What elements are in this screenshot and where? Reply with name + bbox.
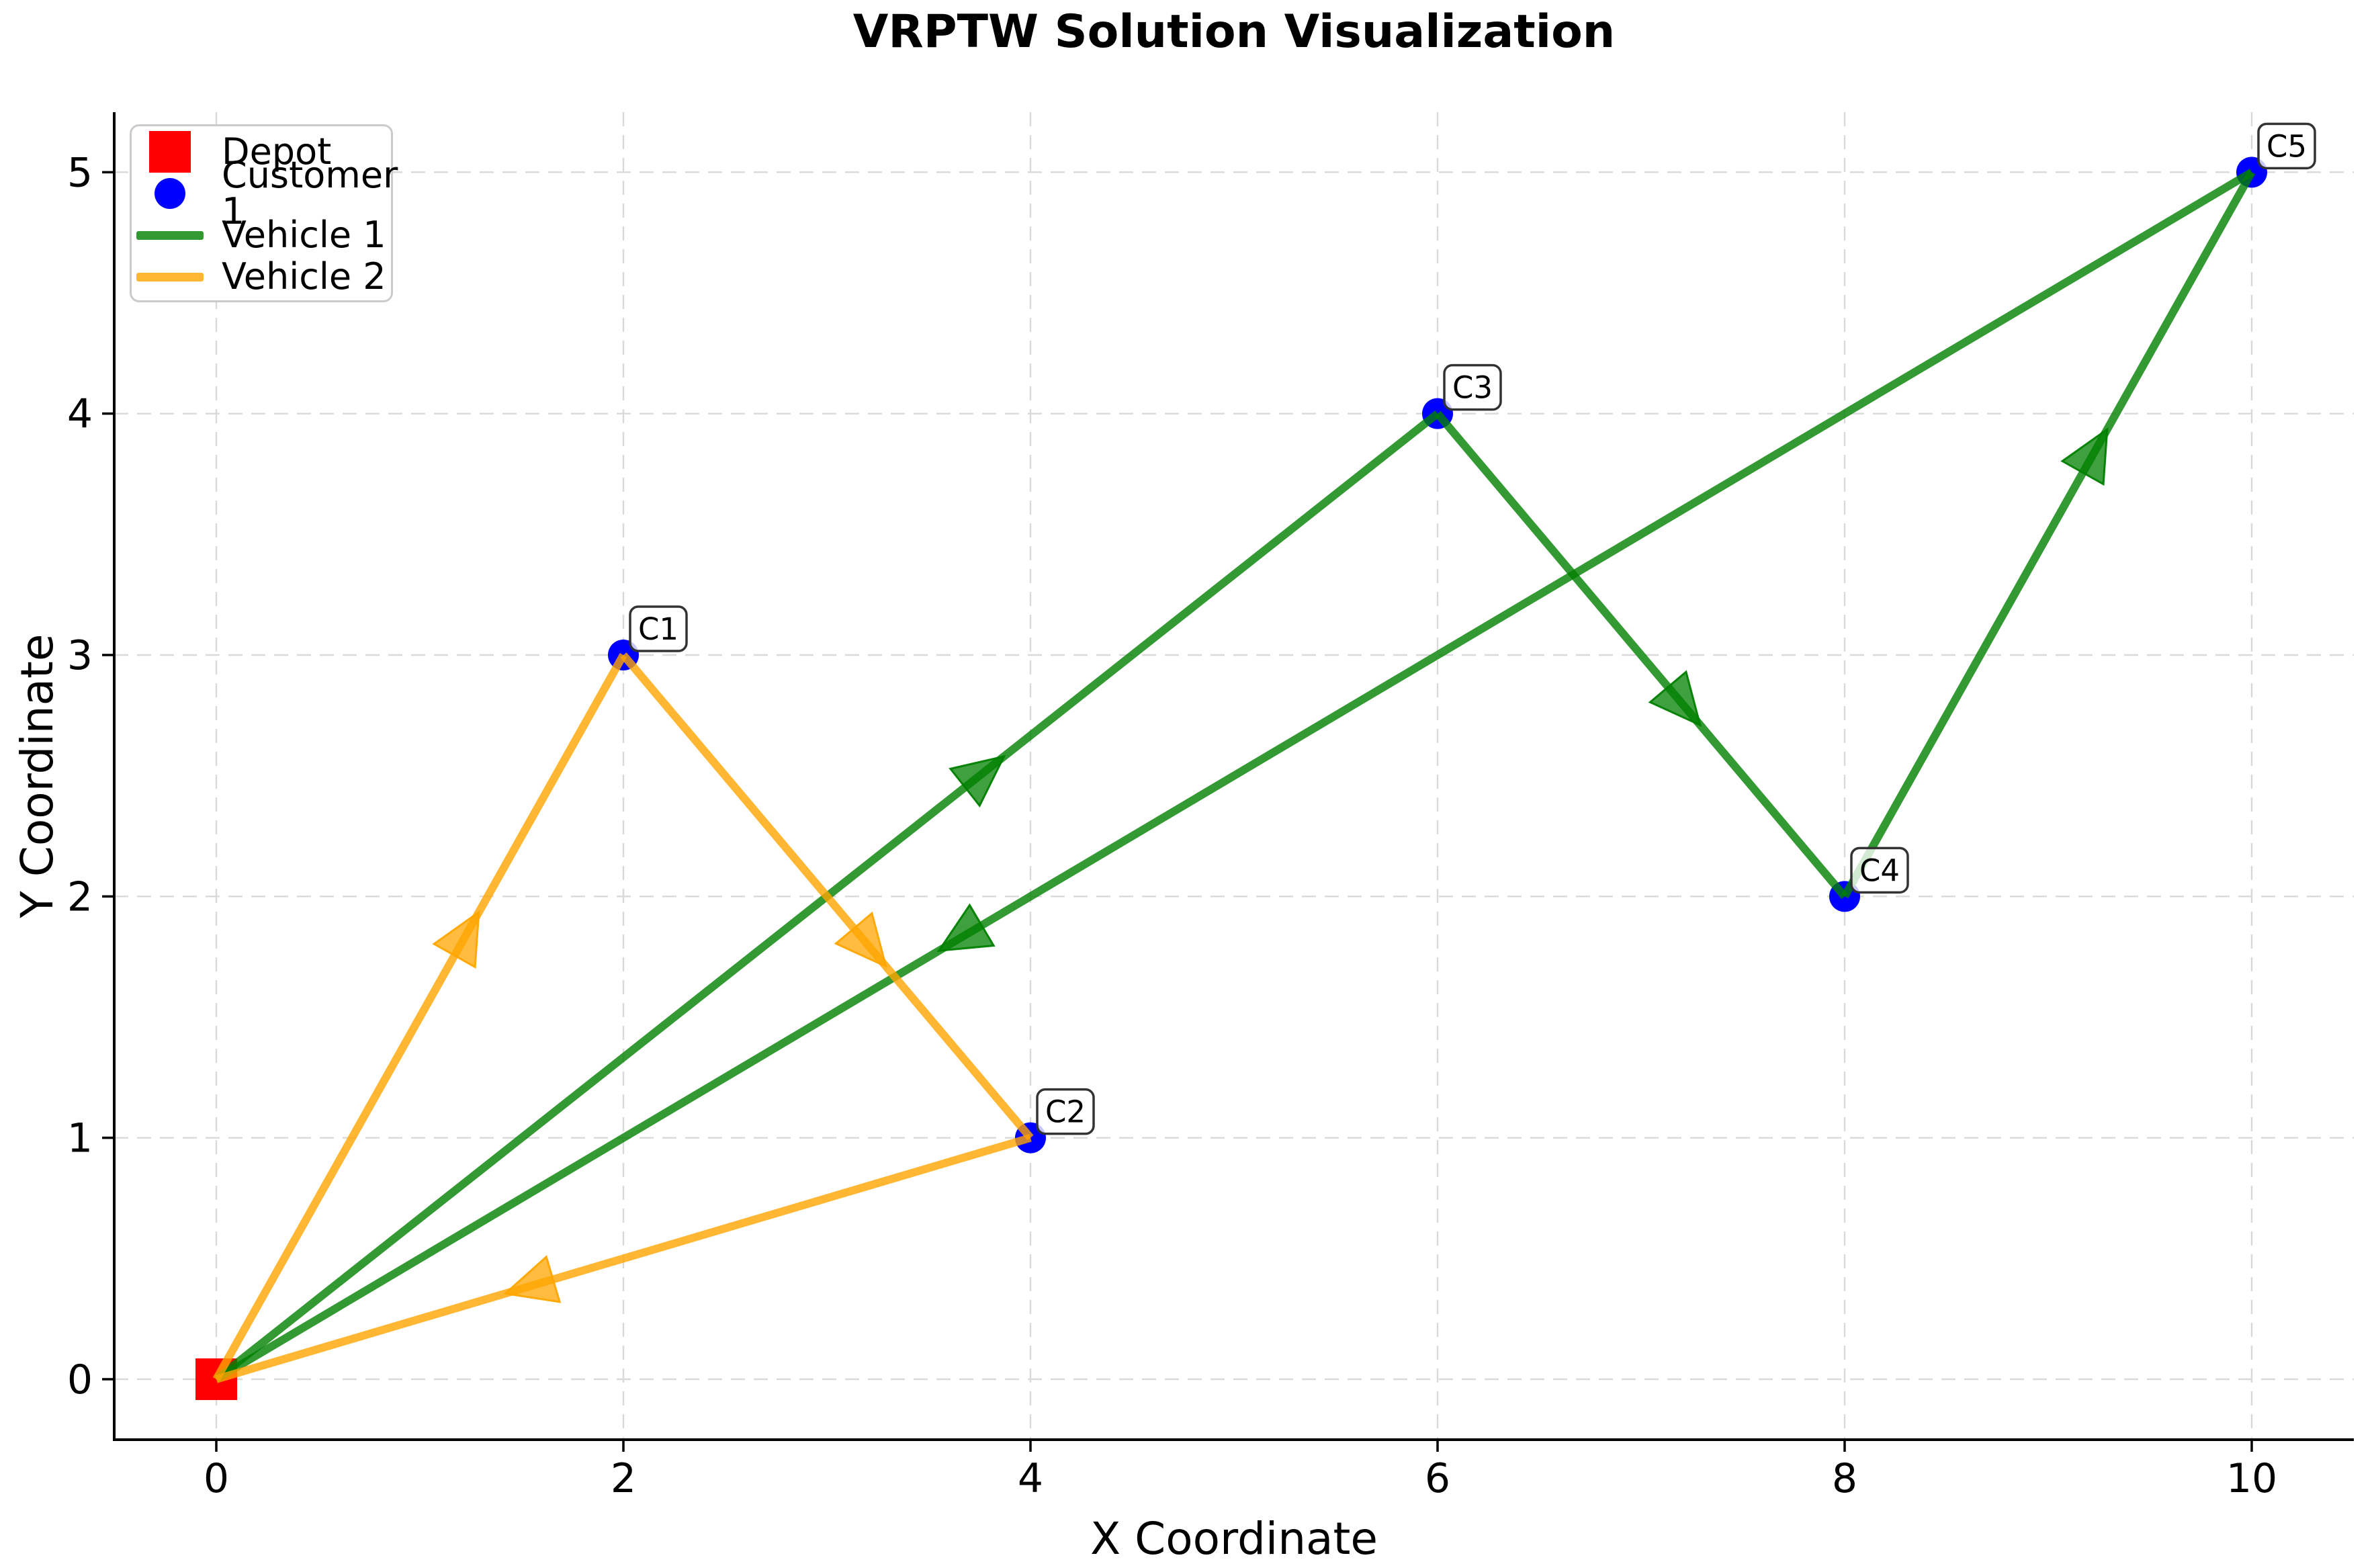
x-tick-label-0: 0 — [204, 1455, 229, 1502]
legend-item-label: Vehicle 1 — [222, 214, 386, 256]
route-2-arrow-0 — [432, 910, 480, 969]
x-tick-label-2: 2 — [611, 1455, 636, 1502]
customer-label-C2: C2 — [1045, 1094, 1086, 1130]
x-tick-label-4: 4 — [1018, 1455, 1043, 1502]
arrows-layer — [432, 427, 2109, 1303]
y-tick-label-5: 5 — [67, 149, 93, 196]
customer-label-C1: C1 — [638, 611, 678, 647]
route-1-arrow-3 — [936, 903, 996, 952]
customer-label-box-C2 — [1036, 1088, 1095, 1135]
y-tick-label-2: 2 — [67, 873, 93, 920]
tick-labels-layer: 0 2 4 6 8 10 0 1 2 3 4 5 — [67, 149, 2277, 1502]
route-2-segment-0 — [212, 653, 627, 1381]
legend-item-label: Depot — [222, 130, 332, 173]
route-1-arrow-2 — [2060, 427, 2109, 486]
legend-item-label: Customer 1 — [222, 154, 398, 232]
legend: Depot Customer 1 Vehicle 1 Vehicle 2 — [130, 124, 398, 302]
customer-marker-swatch — [132, 178, 208, 209]
x-tick-label-10: 10 — [2226, 1455, 2277, 1502]
customer-label-box-C3 — [1443, 363, 1502, 411]
route-1-arrow-1 — [1648, 670, 1702, 727]
y-tick-label-1: 1 — [67, 1115, 93, 1162]
route-1-segment-2 — [1841, 170, 2256, 899]
y-axis-label: Y Coordinate — [11, 634, 63, 918]
customer-label-C3: C3 — [1452, 370, 1493, 406]
node-labels-layer: C1 C2 C3 C4 C5 — [629, 122, 2316, 1135]
x-axis-label: X Coordinate — [1090, 1513, 1378, 1565]
customer-label-C4: C4 — [1859, 853, 1900, 888]
customer-label-box-C1 — [629, 605, 688, 652]
spines-layer — [113, 112, 2354, 1441]
customer-label-box-C5 — [2257, 122, 2316, 170]
x-tick-label-8: 8 — [1832, 1455, 1857, 1502]
legend-item-vehicle-2: Vehicle 2 — [132, 256, 391, 298]
route-1-segment-3 — [214, 169, 2254, 1383]
route-2-segment-2 — [215, 1133, 1032, 1383]
y-tick-label-4: 4 — [67, 391, 93, 438]
legend-item-vehicle-1: Vehicle 1 — [132, 214, 391, 256]
y-tick-label-3: 3 — [67, 632, 93, 679]
chart-title: VRPTW Solution Visualization — [852, 5, 1616, 58]
legend-item-customer: Customer 1 — [132, 157, 398, 230]
vehicle-2-line-swatch — [132, 272, 208, 281]
y-tick-label-0: 0 — [67, 1356, 93, 1403]
customer-label-box-C4 — [1850, 846, 1909, 894]
legend-item-depot: Depot — [132, 131, 391, 173]
legend-item-label: Vehicle 2 — [222, 255, 386, 298]
depot-marker-swatch — [132, 131, 208, 173]
route-2-arrow-1 — [834, 911, 888, 969]
route-1-segment-1 — [1434, 410, 1848, 900]
route-2-arrow-2 — [502, 1255, 562, 1303]
ticks-layer — [102, 171, 2253, 1452]
route-1-arrow-0 — [949, 754, 1006, 808]
x-tick-label-6: 6 — [1425, 1455, 1450, 1502]
vehicle-1-line-swatch — [132, 230, 208, 240]
route-2-segment-1 — [620, 652, 1034, 1141]
customer-label-C5: C5 — [2267, 128, 2307, 164]
routes-layer — [212, 169, 2256, 1383]
